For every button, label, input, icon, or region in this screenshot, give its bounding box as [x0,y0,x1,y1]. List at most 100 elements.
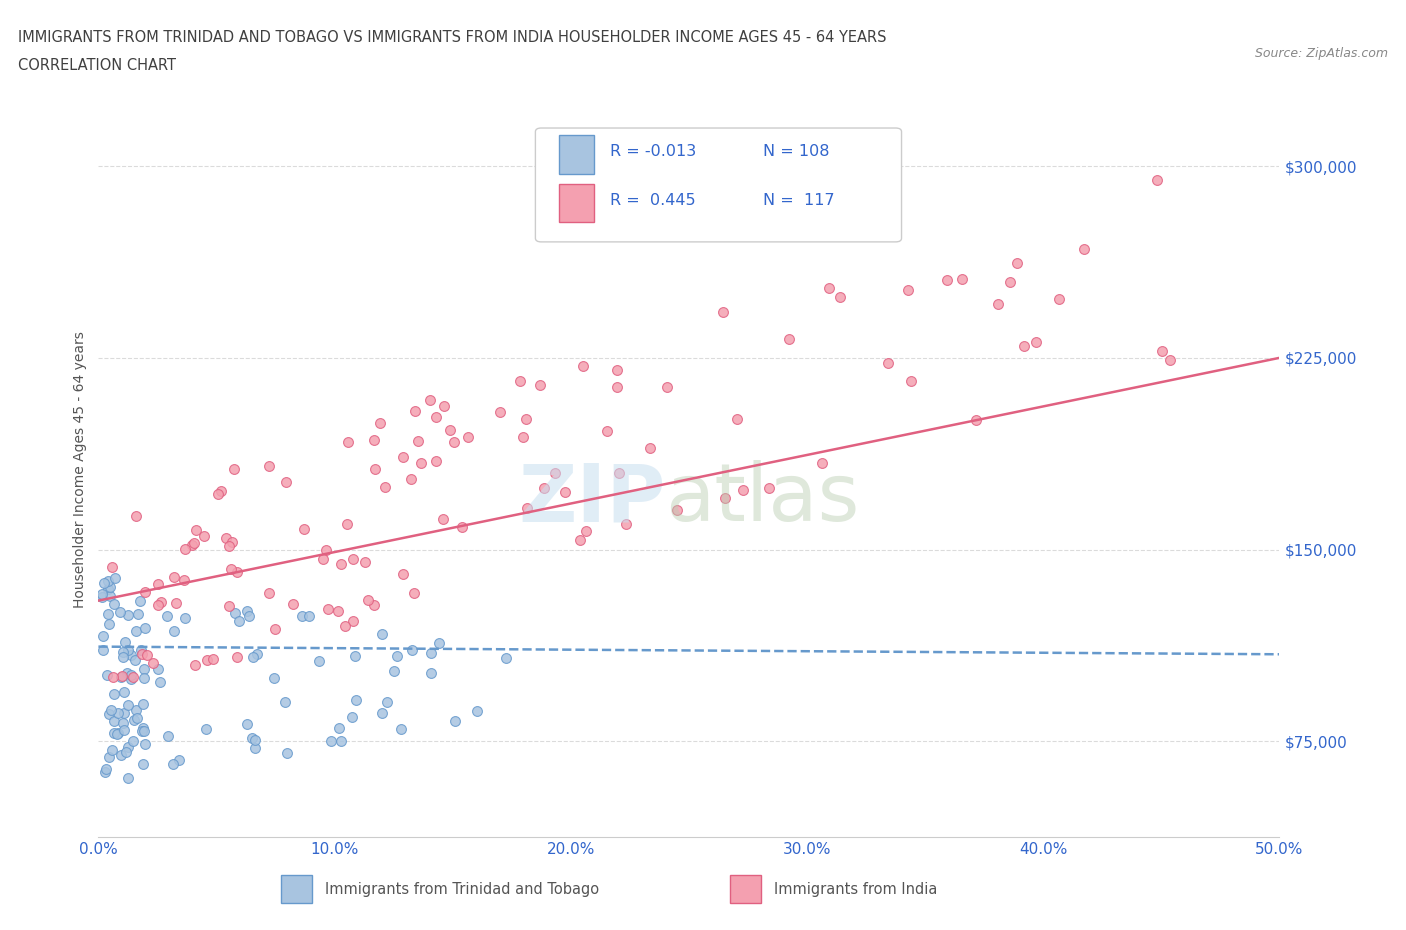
Point [183,658,205,672]
Point [117,643,139,658]
Point [111,715,134,730]
Point [131,646,153,661]
Point [409,456,432,471]
Point [402,586,425,601]
Point [382,664,405,679]
Point [148,598,170,613]
Point [292,522,315,537]
Point [91,629,114,644]
Point [121,647,143,662]
Point [108,604,131,619]
Point [240,730,263,745]
Point [98,750,121,764]
Point [209,484,232,498]
Point [97,707,120,722]
Point [224,462,246,477]
Point [111,668,134,683]
Point [97,607,120,622]
Point [606,379,628,394]
Point [406,433,429,448]
Point [162,756,184,771]
Point [575,524,598,538]
Point [312,551,335,566]
Point [457,430,479,445]
Point [246,646,269,661]
Point [195,722,218,737]
Text: Immigrants from Trinidad and Tobago: Immigrants from Trinidad and Tobago [325,883,599,897]
Text: Source: ZipAtlas.com: Source: ZipAtlas.com [1254,46,1388,60]
Point [316,602,339,617]
Point [165,595,187,610]
Point [425,454,447,469]
Point [135,647,157,662]
Point [987,297,1010,312]
Point [103,714,125,729]
Text: atlas: atlas [665,460,859,538]
Point [419,645,441,660]
Point [91,587,114,602]
Point [965,413,987,428]
Point [141,656,163,671]
Point [420,665,443,680]
Point [315,542,337,557]
Point [1025,335,1047,350]
Point [281,596,304,611]
Point [132,721,155,736]
Point [127,607,149,622]
Point [451,520,474,535]
Point [129,643,152,658]
Point [344,649,367,664]
Point [596,424,619,439]
Point [120,667,142,682]
Point [132,756,155,771]
Point [1005,256,1028,271]
Point [392,449,415,464]
Point [101,560,124,575]
Point [238,608,260,623]
Point [125,703,148,718]
Point [122,670,145,684]
Point [134,724,156,738]
Point [242,649,264,664]
Point [134,585,156,600]
Point [443,434,465,449]
Point [509,374,531,389]
Point [207,486,229,501]
Point [371,705,394,720]
Point [124,652,146,667]
Point [568,533,591,548]
Point [134,662,156,677]
Point [346,693,368,708]
Point [336,434,359,449]
Point [193,529,215,544]
Point [321,734,343,749]
Point [97,582,120,597]
Point [342,614,364,629]
Text: IMMIGRANTS FROM TRINIDAD AND TOBAGO VS IMMIGRANTS FROM INDIA HOUSEHOLDER INCOME : IMMIGRANTS FROM TRINIDAD AND TOBAGO VS I… [18,30,887,45]
Bar [560,184,595,222]
Point [330,557,353,572]
Point [731,483,754,498]
Point [1047,292,1070,307]
Point [163,569,186,584]
Point [218,598,240,613]
Point [134,737,156,751]
Point [195,653,218,668]
Point [124,623,146,638]
Point [432,512,454,527]
Point [117,739,139,754]
Point [817,281,839,296]
Point [335,618,357,633]
Point [125,711,148,725]
Point [1073,241,1095,256]
Point [274,695,297,710]
Point [392,566,415,581]
Point [131,724,153,738]
Text: CORRELATION CHART: CORRELATION CHART [18,58,176,73]
Point [219,562,242,577]
Point [110,670,132,684]
Point [495,650,517,665]
Point [183,535,205,550]
Point [149,674,172,689]
Point [364,461,387,476]
